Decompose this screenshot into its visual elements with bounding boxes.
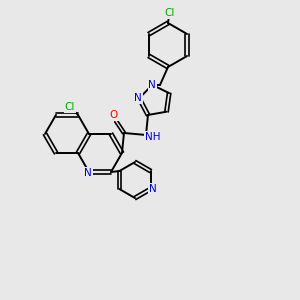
- Text: N: N: [148, 80, 156, 90]
- Text: N: N: [84, 168, 92, 178]
- Text: N: N: [134, 93, 142, 103]
- Text: N: N: [149, 184, 156, 194]
- Text: O: O: [110, 110, 118, 120]
- Text: Cl: Cl: [65, 102, 75, 112]
- Text: NH: NH: [145, 132, 161, 142]
- Text: Cl: Cl: [165, 8, 175, 18]
